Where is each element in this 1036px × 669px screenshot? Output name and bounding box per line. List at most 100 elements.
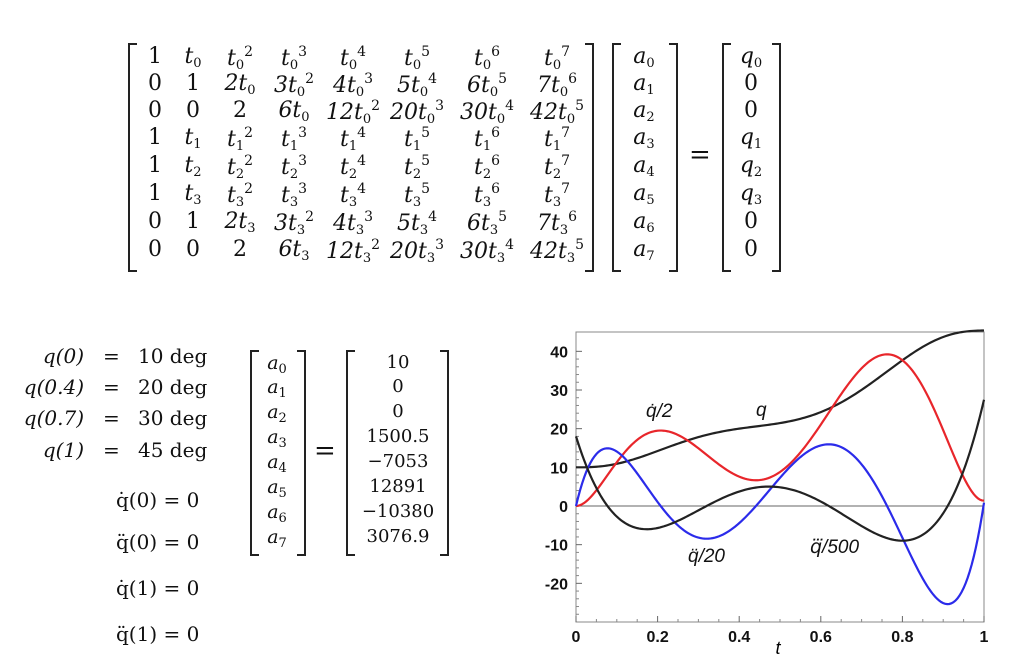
rhs-cell: q1 — [739, 125, 763, 152]
solution-coeff-cell: a7 — [267, 526, 287, 551]
solution-value-cell: 10 — [386, 352, 410, 373]
rhs-cell: q3 — [739, 181, 763, 208]
condition-equals: = — [103, 375, 120, 399]
series-label: q — [756, 400, 767, 421]
x-tick-label: 0.4 — [728, 629, 750, 646]
x-tick-label: 1 — [980, 629, 989, 646]
solution-value-cell: −10380 — [361, 501, 435, 522]
condition-equals: = — [103, 344, 120, 368]
condition-rhs: 10 deg — [138, 344, 208, 368]
matrix-cell: 6t05 — [466, 71, 508, 100]
series-line — [575, 353, 985, 508]
condition-lhs: q(0) — [42, 344, 84, 368]
matrix-cell: t02 — [226, 44, 254, 73]
matrix-cell: t17 — [543, 125, 571, 154]
solution-value-cell: 0 — [392, 376, 404, 397]
matrix-cell: 1 — [148, 125, 162, 150]
matrix-cell: t04 — [339, 44, 367, 73]
y-tick-label: 20 — [550, 422, 568, 439]
matrix-cell: 42t05 — [529, 98, 585, 127]
matrix-cell: t13 — [280, 125, 308, 154]
boundary-conditions: q(0) = 10 deg q(0.4) = 20 deg q(0.7) = 30 deg q(1… — [0, 330, 260, 660]
solution-coeff-cell: a4 — [267, 451, 287, 476]
solution-coeff-cell: a3 — [267, 426, 287, 451]
matrix-cell: 0 — [148, 98, 162, 123]
solution-value-cell: −7053 — [367, 451, 429, 472]
matrix-cell: 6t35 — [466, 209, 508, 238]
matrix-cell: 2 — [233, 98, 247, 123]
matrix-cell: t03 — [280, 44, 308, 73]
condition-rhs: 20 deg — [138, 375, 208, 399]
matrix-cell: 20t33 — [389, 237, 445, 266]
matrix-cell: 0 — [186, 98, 200, 123]
matrix-cell: 1 — [186, 71, 200, 96]
solution-value-cell: 12891 — [369, 476, 427, 497]
matrix-cell: t07 — [543, 44, 571, 73]
coeff-vector-left-bracket — [612, 43, 621, 272]
rhs-cell: 0 — [744, 71, 758, 96]
coeff-cell: a1 — [633, 71, 655, 98]
coeff-vector-right-bracket — [669, 43, 678, 272]
equals-sign: = — [689, 140, 711, 170]
series-label: q̇/2 — [646, 401, 673, 422]
x-tick-label: 0.6 — [810, 629, 832, 646]
rhs-vector-left-bracket — [722, 43, 731, 272]
matrix-left-bracket — [128, 43, 137, 272]
rhs-vector-right-bracket — [772, 43, 781, 272]
matrix-cell: t15 — [403, 125, 431, 154]
y-tick-label: -20 — [545, 576, 568, 593]
series-line — [574, 443, 986, 606]
coeff-cell: a0 — [633, 44, 655, 71]
matrix-cell: 4t33 — [332, 209, 374, 238]
matrix-cell: t1 — [184, 125, 202, 152]
matrix-cell: t34 — [339, 181, 367, 210]
matrix-cell: t36 — [473, 181, 501, 210]
condition-lhs: q(1) — [42, 438, 84, 462]
rhs-cell: 0 — [744, 209, 758, 234]
solution-value-cell: 1500.5 — [366, 426, 430, 447]
series-label: q⃛/500 — [810, 537, 859, 558]
matrix-cell: 30t34 — [459, 237, 515, 266]
matrix-cell: 3t32 — [273, 209, 315, 238]
x-tick-label: 0.8 — [891, 629, 913, 646]
matrix-cell: 5t34 — [396, 209, 438, 238]
matrix-cell: 6t3 — [278, 237, 310, 264]
matrix-cell: t3 — [184, 181, 202, 208]
matrix-cell: t0 — [184, 44, 202, 71]
matrix-cell: t14 — [339, 125, 367, 154]
matrix-cell: 2 — [233, 237, 247, 262]
matrix-cell: t37 — [543, 181, 571, 210]
y-tick-label: 0 — [559, 499, 568, 516]
x-tick-label: 0 — [572, 629, 581, 646]
coeff-cell: a2 — [633, 98, 655, 125]
sol-values-left-bracket — [346, 350, 355, 556]
rhs-cell: q2 — [739, 153, 763, 180]
matrix-cell: 0 — [186, 237, 200, 262]
matrix-cell: 30t04 — [459, 98, 515, 127]
matrix-cell: 7t36 — [536, 209, 578, 238]
rhs-cell: q0 — [739, 44, 763, 71]
matrix-cell: 3t02 — [273, 71, 315, 100]
coeff-cell: a7 — [633, 237, 655, 264]
matrix-cell: 12t32 — [325, 237, 381, 266]
matrix-cell: t22 — [226, 153, 254, 182]
solution-value-cell: 0 — [392, 401, 404, 422]
matrix-cell: t12 — [226, 125, 254, 154]
matrix-cell: t25 — [403, 153, 431, 182]
matrix-cell: 2t0 — [224, 71, 256, 98]
y-tick-label: 40 — [550, 344, 568, 361]
matrix-cell: 1 — [148, 153, 162, 178]
derivative-condition: q̈(1) = 0 — [116, 622, 200, 646]
condition-lhs: q(0.7) — [23, 406, 84, 430]
sol-values-right-bracket — [440, 350, 449, 556]
matrix-cell: t16 — [473, 125, 501, 154]
matrix-cell: t05 — [403, 44, 431, 73]
matrix-cell: 0 — [148, 209, 162, 234]
matrix-cell: t06 — [473, 44, 501, 73]
condition-rhs: 45 deg — [138, 438, 208, 462]
rhs-cell: 0 — [744, 98, 758, 123]
matrix-cell: 0 — [148, 237, 162, 262]
matrix-cell: t27 — [543, 153, 571, 182]
x-tick-label: 0.2 — [646, 629, 668, 646]
matrix-cell: 2t3 — [224, 209, 256, 236]
